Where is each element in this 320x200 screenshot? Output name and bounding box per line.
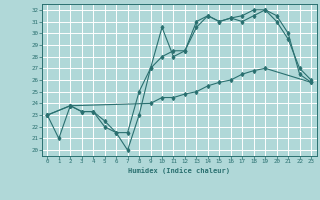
X-axis label: Humidex (Indice chaleur): Humidex (Indice chaleur): [128, 167, 230, 174]
